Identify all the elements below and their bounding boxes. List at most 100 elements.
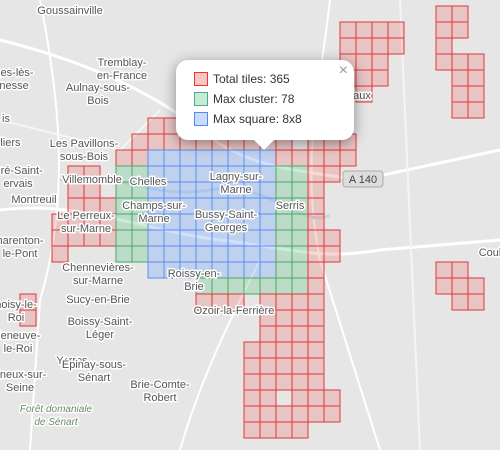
legend-row: Total tiles: 365	[194, 72, 290, 86]
tile	[435, 21, 453, 39]
tile	[291, 149, 309, 167]
tile	[131, 229, 149, 247]
tile	[355, 37, 373, 55]
place-label: le-Roi	[4, 343, 33, 355]
tile	[163, 133, 181, 151]
tile	[371, 37, 389, 55]
legend-row: Max cluster: 78	[194, 92, 294, 106]
place-label: hoisy-le-	[0, 299, 37, 311]
place-label: Roi	[8, 312, 25, 324]
tile	[147, 245, 165, 263]
place-label: Aulnay-sous-	[66, 82, 131, 94]
tile	[467, 69, 485, 87]
tile	[179, 213, 197, 231]
tile	[307, 341, 325, 359]
tile	[259, 261, 277, 279]
tile	[195, 181, 213, 199]
tile	[243, 357, 261, 375]
place-label: Tremblay-	[97, 57, 146, 69]
place-label: harenton-	[0, 235, 44, 247]
place-label: Léger	[86, 329, 114, 341]
tile	[307, 213, 325, 231]
tile	[307, 149, 325, 167]
tile	[227, 149, 245, 167]
place-label: Goussainville	[37, 5, 102, 17]
tile	[115, 213, 133, 231]
tile	[339, 149, 357, 167]
tile	[307, 165, 325, 183]
tile	[115, 149, 133, 167]
tile	[435, 37, 453, 55]
tile	[275, 245, 293, 263]
tile	[451, 5, 469, 23]
place-label: Serris	[276, 200, 305, 212]
tile	[355, 53, 373, 71]
tile	[275, 277, 293, 295]
place-label: illiers	[0, 137, 21, 149]
legend-text: Max square: 8x8	[213, 112, 302, 126]
place-label: Forêt domaniale	[20, 404, 93, 415]
tile	[259, 277, 277, 295]
tile	[307, 357, 325, 375]
tile	[291, 389, 309, 407]
place-label: Brie-Comte-	[130, 379, 190, 391]
tile	[355, 85, 373, 103]
tile	[307, 325, 325, 343]
place-label: nesse	[0, 80, 29, 92]
place-label: Seine	[6, 382, 34, 394]
tile	[307, 405, 325, 423]
tile	[451, 293, 469, 311]
tile	[291, 261, 309, 279]
tile	[355, 21, 373, 39]
place-label: ervais	[3, 178, 33, 190]
popup-close[interactable]: ×	[338, 62, 348, 79]
tile	[259, 389, 277, 407]
tile	[275, 229, 293, 247]
tile	[115, 229, 133, 247]
tile	[323, 389, 341, 407]
tile	[259, 325, 277, 343]
labels: Goussainville Tremblay-en-France ges-lès-n…	[0, 4, 500, 430]
tile	[275, 357, 293, 375]
swatch-cluster	[194, 92, 208, 106]
swatch-total	[194, 72, 208, 86]
tile	[451, 85, 469, 103]
place-label: Sucy-en-Brie	[66, 294, 130, 306]
place-label: Robert	[143, 392, 176, 404]
tile	[291, 341, 309, 359]
place-label: Montreuil	[11, 194, 56, 206]
place-label: Chelles	[130, 176, 167, 188]
place-label: de Sénart	[34, 417, 79, 428]
tile	[307, 373, 325, 391]
tile	[371, 21, 389, 39]
tile	[451, 261, 469, 279]
place-label: sur-Marne	[73, 275, 123, 287]
tile	[467, 85, 485, 103]
tile	[259, 245, 277, 263]
tile	[163, 165, 181, 183]
swatch-square	[194, 112, 208, 126]
tile	[243, 277, 261, 295]
place-label: Brie	[184, 281, 204, 293]
tile	[339, 21, 357, 39]
tile	[179, 149, 197, 167]
tile	[451, 101, 469, 119]
tile	[307, 309, 325, 327]
place-label: Lagny-sur-	[210, 171, 263, 183]
tile	[227, 277, 245, 295]
place-label: Ozoir-la-Ferrière	[194, 305, 275, 317]
place-label: sur-Marne	[61, 223, 111, 235]
tile	[291, 293, 309, 311]
tile	[275, 309, 293, 327]
tile	[291, 277, 309, 295]
tile	[275, 213, 293, 231]
tile	[227, 261, 245, 279]
place-label: Yerres	[56, 355, 88, 367]
tile	[291, 165, 309, 183]
tile	[131, 149, 149, 167]
tile	[115, 245, 133, 263]
tile	[147, 133, 165, 151]
legend-row: Max square: 8x8	[194, 112, 302, 126]
tile	[291, 245, 309, 263]
tile	[275, 405, 293, 423]
